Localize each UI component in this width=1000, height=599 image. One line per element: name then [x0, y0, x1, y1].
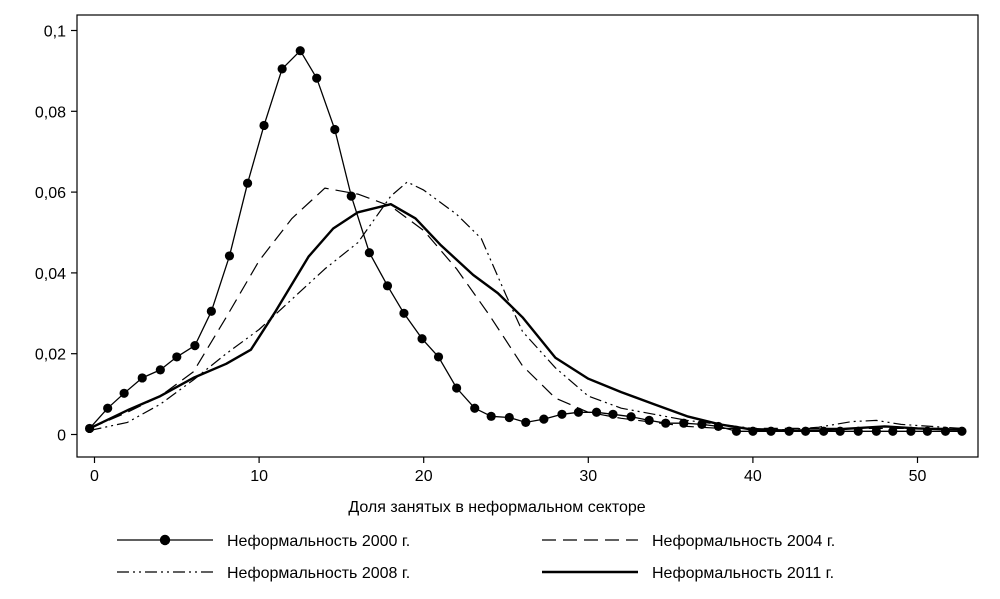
series-point [433, 352, 444, 362]
series-point [557, 409, 567, 419]
x-tick-label: 30 [579, 468, 597, 485]
y-tick-label: 0,02 [35, 347, 66, 364]
series-point [364, 248, 374, 258]
series-point [259, 120, 269, 131]
x-tick-label: 20 [415, 468, 433, 485]
series-line-3 [89, 181, 962, 432]
legend-label-2: Неформальность 2004 г. [652, 533, 835, 550]
x-tick-label: 50 [909, 468, 927, 485]
legend-marker [159, 534, 171, 546]
series-point [312, 73, 322, 83]
y-tick-label: 0,1 [44, 24, 66, 41]
series-point [295, 46, 305, 56]
plot-frame [76, 14, 979, 458]
y-tick-label: 0 [57, 428, 66, 445]
x-axis-label: Доля занятых в неформальном секторе [348, 499, 645, 516]
legend-label-1: Неформальность 2000 г. [227, 533, 410, 550]
series-point [155, 365, 165, 375]
series-point [330, 124, 340, 135]
series-point [486, 411, 496, 421]
series-point [137, 373, 147, 383]
series-point [382, 281, 393, 291]
series-point [277, 64, 287, 74]
x-tick-label: 0 [90, 468, 99, 485]
y-tick-label: 0,04 [35, 266, 66, 283]
series-line-2 [89, 187, 962, 429]
series-point [84, 423, 95, 434]
series-point [346, 191, 356, 201]
series-point [172, 352, 182, 362]
series-point [190, 341, 200, 351]
series-point [399, 308, 409, 318]
series-point [539, 414, 549, 424]
y-axis-ticks: 0 0,02 0,04 0,06 0,08 0,1 [35, 24, 77, 445]
series-point [504, 412, 514, 423]
x-axis-ticks: 0 10 20 30 40 50 [90, 457, 927, 485]
series-point [224, 251, 235, 261]
legend-label-3: Неформальность 2008 г. [227, 565, 410, 582]
legend-label-4: Неформальность 2011 г. [652, 565, 834, 582]
series-line-4 [89, 202, 962, 432]
series-point [661, 418, 671, 428]
series-point [644, 415, 654, 425]
series-point [206, 306, 216, 316]
series-point [417, 334, 427, 344]
series-point [470, 403, 480, 413]
series-point [452, 383, 462, 393]
series-point [242, 178, 253, 188]
x-tick-label: 10 [250, 468, 268, 485]
legend: Неформальность 2000 г. Неформальность 200… [117, 533, 835, 582]
series-line-1 [89, 50, 962, 432]
y-tick-label: 0,06 [35, 185, 66, 202]
series-layer [84, 46, 967, 436]
x-tick-label: 40 [744, 468, 762, 485]
series-point [591, 407, 602, 417]
series-point [103, 403, 113, 413]
series-point [573, 407, 584, 417]
series-point [119, 388, 129, 398]
series-point [521, 417, 531, 427]
series-point [608, 409, 618, 419]
y-tick-label: 0,08 [35, 104, 66, 121]
